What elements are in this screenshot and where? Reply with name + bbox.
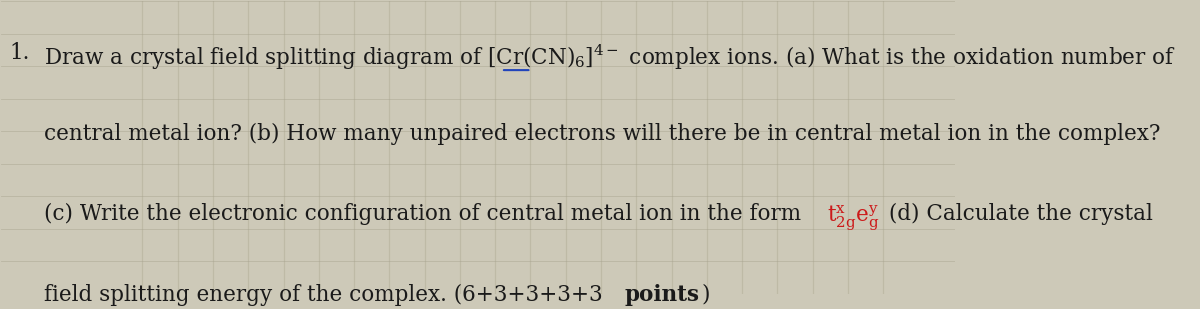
Text: central metal ion? (b) How many unpaired electrons will there be in central meta: central metal ion? (b) How many unpaired… <box>44 123 1160 145</box>
Text: (c) Write the electronic configuration of central metal ion in the form: (c) Write the electronic configuration o… <box>44 203 809 225</box>
Text: ): ) <box>701 284 709 306</box>
Text: 1.: 1. <box>10 42 29 64</box>
Text: Draw a crystal field splitting diagram of $\mathregular{[Cr(CN)_6]^{4-}}$ comple: Draw a crystal field splitting diagram o… <box>44 42 1176 72</box>
Text: field splitting energy of the complex. (6+3+3+3+3: field splitting energy of the complex. (… <box>44 284 610 306</box>
Text: (d) Calculate the crystal: (d) Calculate the crystal <box>882 203 1152 225</box>
Text: points: points <box>624 284 700 306</box>
Text: $\mathregular{t^{x}_{2g}e^{y}_{g}}$: $\mathregular{t^{x}_{2g}e^{y}_{g}}$ <box>828 203 881 233</box>
